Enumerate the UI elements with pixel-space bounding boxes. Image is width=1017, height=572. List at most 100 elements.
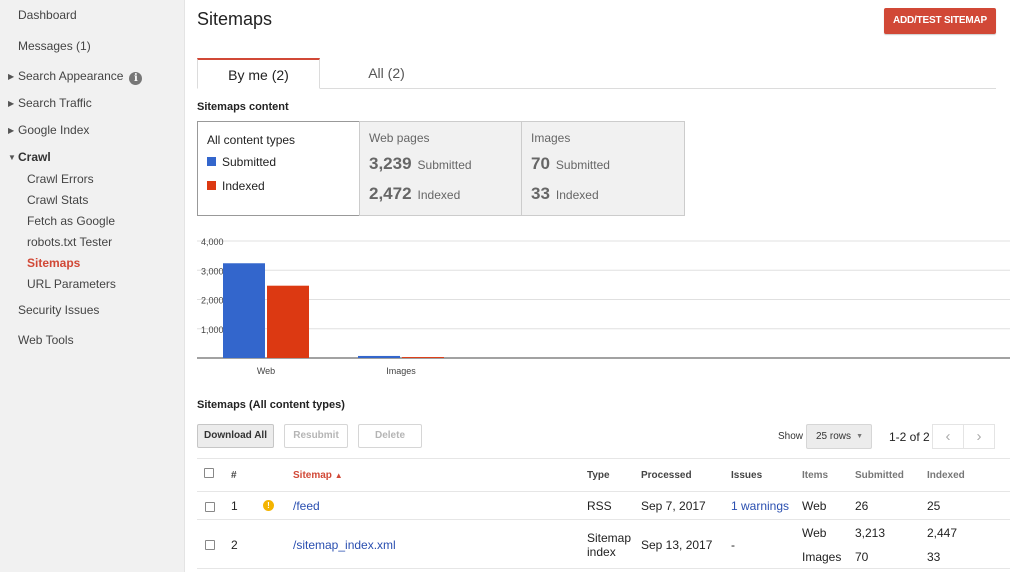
legend-label: Submitted — [222, 155, 277, 169]
sidebar-item-sitemaps[interactable]: Sitemaps — [27, 256, 81, 270]
item-type: Web — [802, 526, 827, 540]
sitemaps-table-heading: Sitemaps (All content types) — [197, 399, 345, 411]
stat-number: 33 — [531, 184, 550, 203]
column-header-processed[interactable]: Processed — [641, 470, 692, 481]
row-number: 2 — [231, 538, 238, 552]
sidebar-item-google-index[interactable]: ▶ Google Index — [8, 123, 89, 137]
table-top-border — [197, 458, 1010, 459]
stat-label: Submitted — [555, 158, 610, 172]
sitemap-link[interactable]: /feed — [293, 499, 320, 513]
item-type: Images — [802, 550, 842, 564]
sidebar-item-label: Search Appearance — [18, 69, 124, 83]
processed-date: Sep 7, 2017 — [641, 499, 706, 513]
stat-number: 3,239 — [369, 154, 412, 173]
issues-link[interactable]: 1 warnings — [731, 499, 790, 513]
add-test-sitemap-button[interactable]: ADD/TEST SITEMAP — [884, 8, 996, 34]
legend-indexed: Indexed — [207, 179, 265, 193]
column-header-issues[interactable]: Issues — [731, 470, 763, 481]
download-all-button[interactable]: Download All — [197, 424, 274, 448]
column-header-label: Sitemap — [293, 470, 332, 481]
warning-icon: ! — [263, 500, 274, 511]
processed-date: Sep 13, 2017 — [641, 538, 713, 552]
sidebar-item-dashboard[interactable]: Dashboard — [18, 8, 77, 22]
item-type: Web — [802, 499, 827, 513]
y-tick-label: 1,000 — [201, 325, 224, 335]
item-indexed: 33 — [927, 550, 941, 564]
stat-label: Indexed — [417, 188, 461, 202]
sidebar-item-security-issues[interactable]: Security Issues — [18, 303, 100, 317]
sidebar-item-web-tools[interactable]: Web Tools — [18, 333, 74, 347]
sidebar-item-label: Crawl — [18, 150, 51, 164]
sidebar-item-robots-tester[interactable]: robots.txt Tester — [27, 235, 113, 249]
dropdown-arrow-icon: ▼ — [856, 433, 863, 440]
select-all-checkbox[interactable] — [204, 468, 214, 478]
sidebar: Dashboard Messages (1) ▶ Search Appearanc… — [0, 0, 185, 572]
caret-down-icon: ▼ — [8, 153, 16, 162]
stat-label: Indexed — [555, 188, 599, 202]
show-rows-label: Show — [778, 431, 804, 442]
column-header-sitemap[interactable]: Sitemap ▲ — [293, 470, 343, 481]
content-type-all[interactable]: All content types Submitted Indexed — [197, 121, 360, 216]
sidebar-item-crawl[interactable]: ▼ Crawl — [8, 150, 51, 164]
legend-label: Indexed — [222, 179, 265, 193]
column-header-number: # — [231, 470, 237, 481]
resubmit-button[interactable]: Resubmit — [284, 424, 348, 448]
sidebar-item-crawl-errors[interactable]: Crawl Errors — [27, 172, 94, 186]
row-divider — [197, 519, 1010, 520]
column-header-items: Items — [802, 470, 829, 481]
x-tick-label: Images — [386, 366, 416, 376]
content-type-title: Images — [531, 131, 571, 145]
row-checkbox[interactable] — [205, 502, 215, 512]
sidebar-item-messages[interactable]: Messages (1) — [18, 39, 91, 53]
tab-all[interactable]: All (2) — [368, 65, 405, 81]
sidebar-item-fetch-as-google[interactable]: Fetch as Google — [27, 214, 116, 228]
sitemaps-content-heading: Sitemaps content — [197, 101, 289, 113]
issues-text: - — [731, 538, 735, 552]
item-indexed: 2,447 — [927, 526, 958, 540]
sidebar-item-search-traffic[interactable]: ▶ Search Traffic — [8, 96, 92, 110]
next-page-button[interactable]: › — [963, 424, 995, 449]
legend-submitted: Submitted — [207, 155, 276, 169]
sidebar-item-url-parameters[interactable]: URL Parameters — [27, 277, 116, 291]
tab-by-me[interactable]: By me (2) — [197, 58, 320, 89]
row-checkbox[interactable] — [205, 540, 215, 550]
rows-select-value: 25 rows — [816, 431, 852, 442]
content-type-images[interactable]: Images 70 Submitted 33 Indexed — [521, 121, 685, 216]
legend-swatch-indexed — [207, 181, 216, 190]
content-type-all-label: All content types — [207, 133, 296, 147]
sitemap-type: Sitemap — [587, 531, 632, 545]
column-header-type[interactable]: Type — [587, 470, 610, 481]
y-tick-label: 4,000 — [201, 237, 224, 247]
stat-label: Submitted — [417, 158, 472, 172]
item-indexed: 25 — [927, 499, 941, 513]
column-header-submitted: Submitted — [855, 470, 904, 481]
images-submitted-stat: 70 Submitted — [531, 154, 610, 174]
info-icon[interactable]: i — [129, 72, 143, 85]
legend-swatch-submitted — [207, 157, 216, 166]
stat-number: 2,472 — [369, 184, 412, 203]
pagination-text: 1-2 of 2 — [889, 430, 930, 444]
web-submitted-stat: 3,239 Submitted — [369, 154, 472, 174]
stat-number: 70 — [531, 154, 550, 173]
bar-submitted-web — [223, 263, 265, 358]
content-type-web-pages[interactable]: Web pages 3,239 Submitted 2,472 Indexed — [359, 121, 522, 216]
page-title: Sitemaps — [197, 9, 273, 29]
sidebar-item-search-appearance[interactable]: ▶ Search Appearance i — [8, 69, 143, 85]
table-header-border — [197, 491, 1010, 492]
content-type-selector: All content types Submitted Indexed Web … — [197, 121, 686, 216]
chevron-left-icon: ‹ — [945, 428, 951, 445]
sitemap-type: RSS — [587, 499, 612, 513]
bar-submitted-images — [358, 355, 400, 358]
caret-right-icon: ▶ — [8, 126, 15, 135]
chevron-right-icon: › — [976, 428, 982, 445]
sitemap-type-cont: index — [587, 545, 616, 559]
delete-button[interactable]: Delete — [358, 424, 422, 448]
content-type-title: Web pages — [369, 131, 430, 145]
tabs-divider — [197, 88, 996, 89]
rows-per-page-select[interactable]: 25 rows ▼ — [806, 424, 872, 449]
caret-right-icon: ▶ — [8, 72, 15, 81]
sidebar-item-crawl-stats[interactable]: Crawl Stats — [27, 193, 89, 207]
previous-page-button[interactable]: ‹ — [932, 424, 964, 449]
sitemap-link[interactable]: /sitemap_index.xml — [293, 538, 396, 552]
row-number: 1 — [231, 499, 238, 513]
